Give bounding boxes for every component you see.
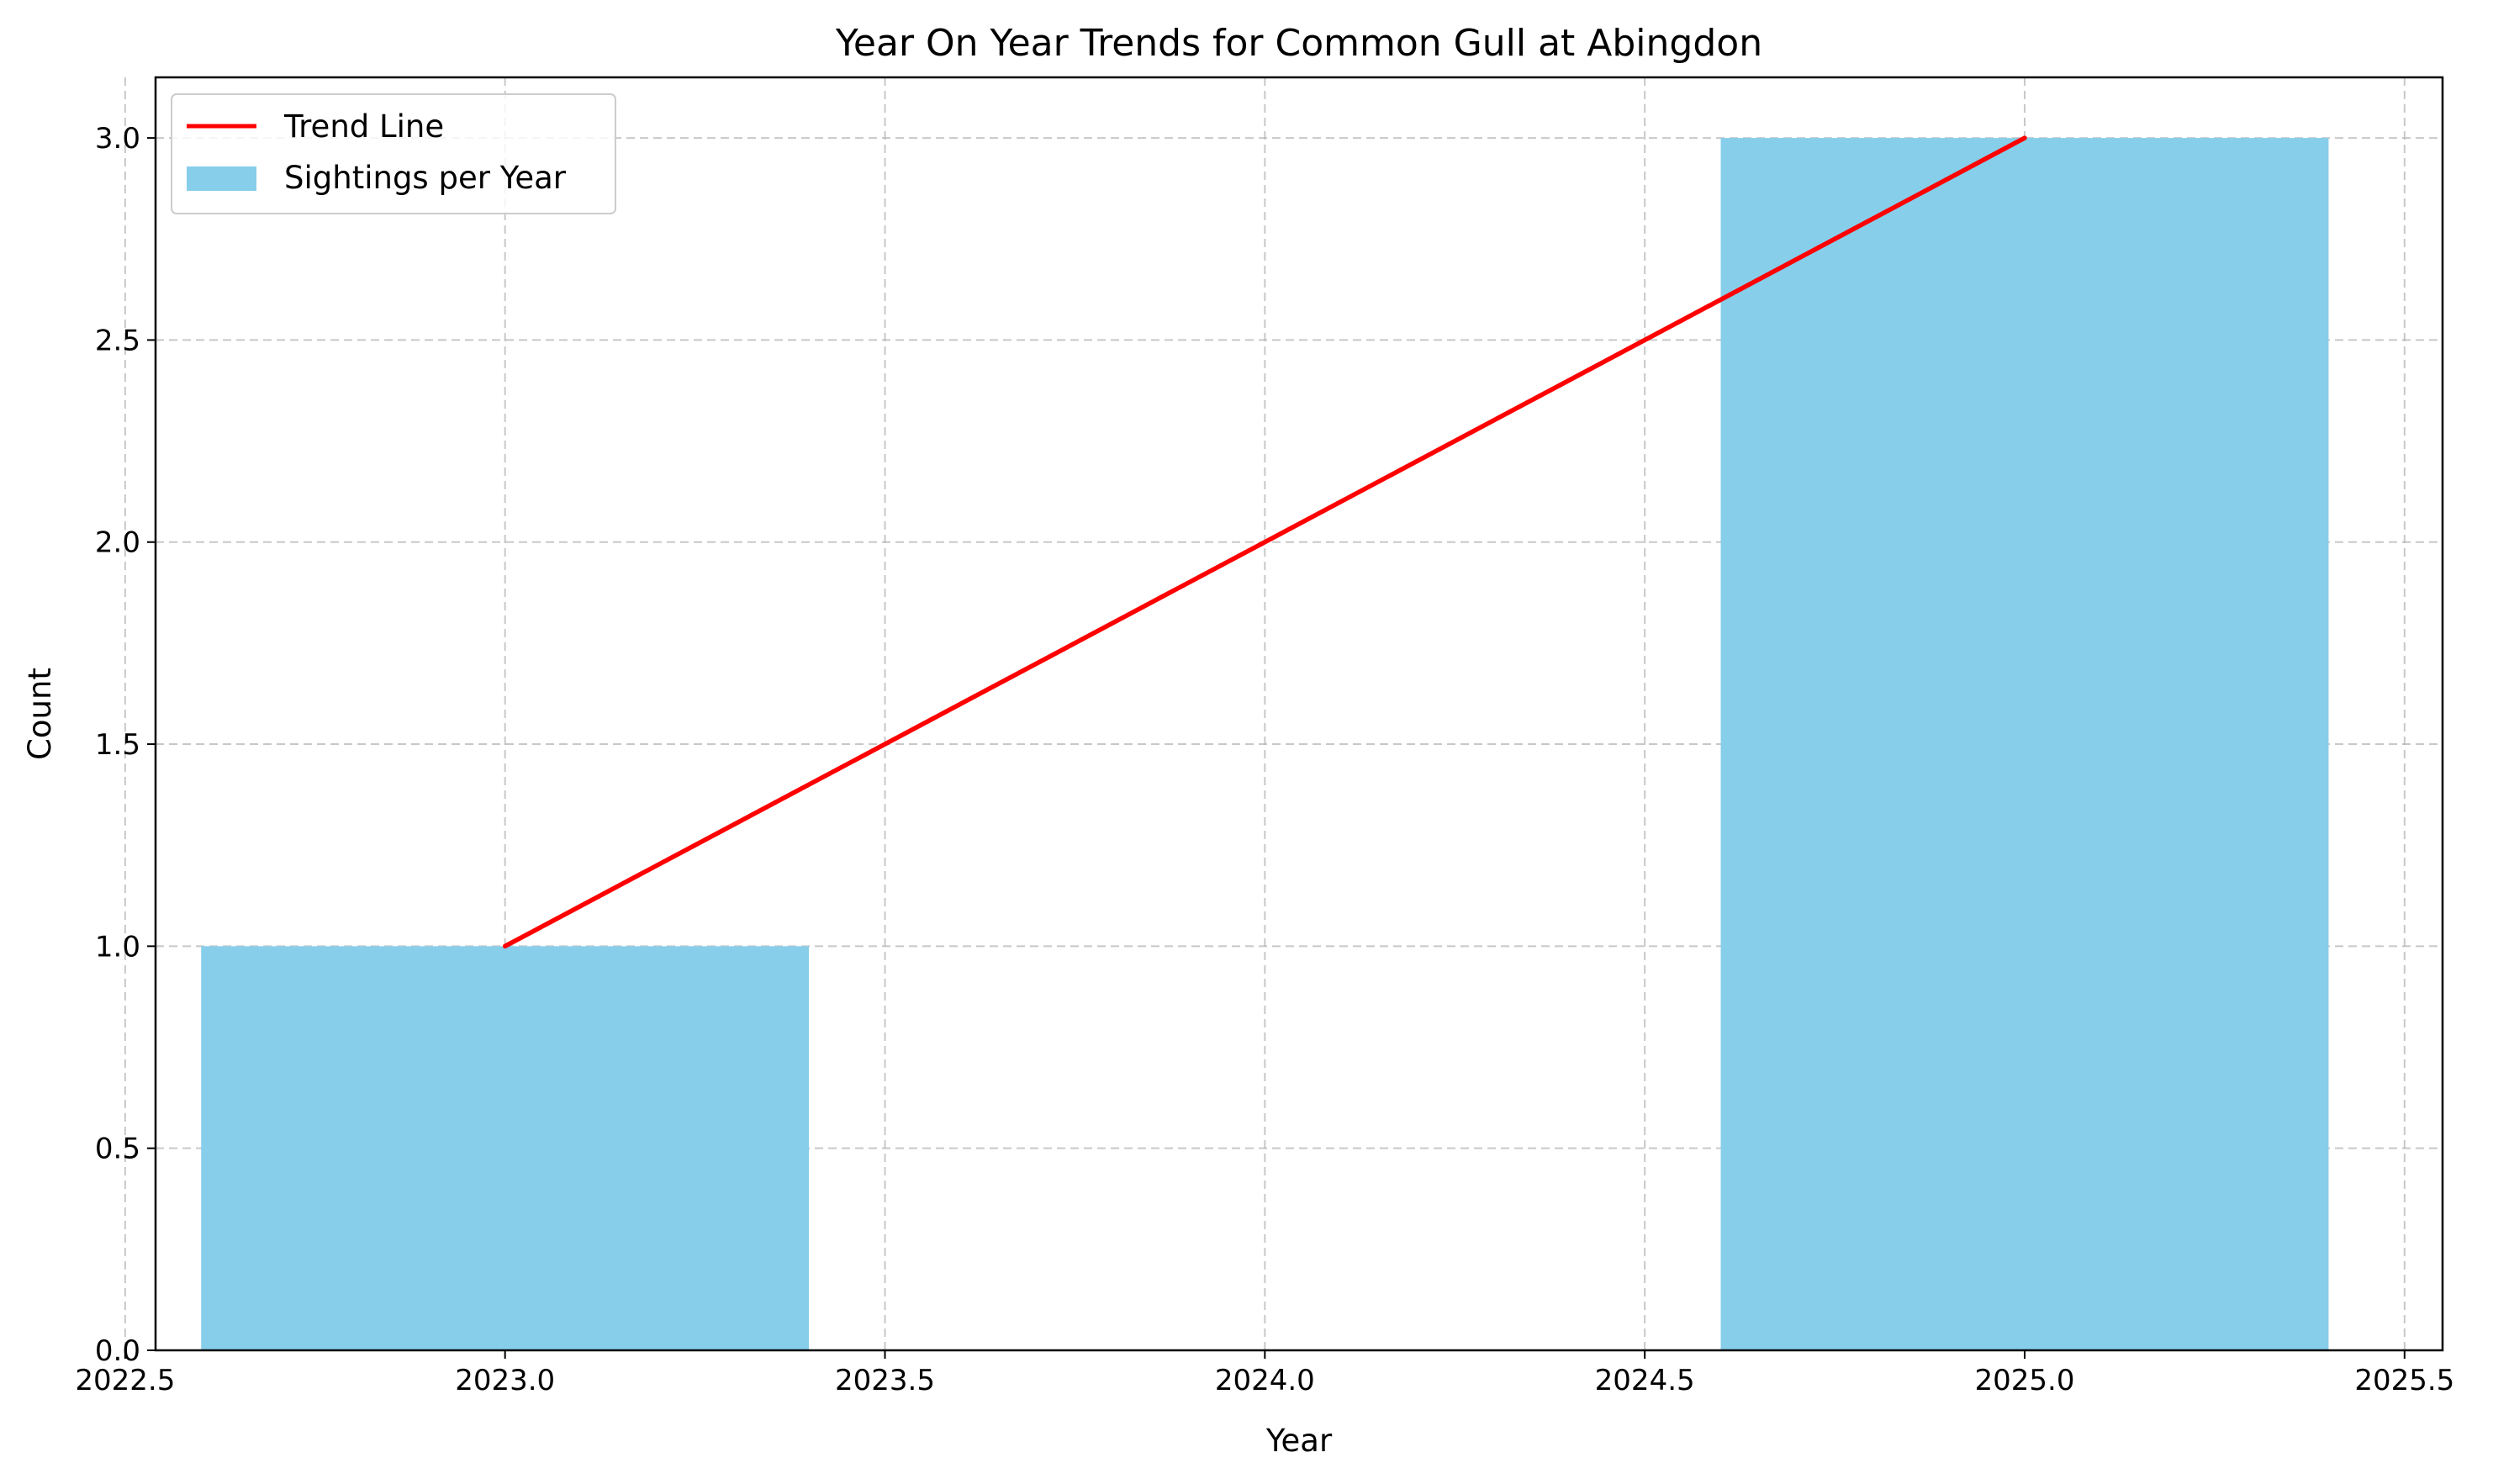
y-tick-label: 1.5 bbox=[95, 728, 140, 762]
legend-label-sightings: Sightings per Year bbox=[284, 160, 567, 196]
bar bbox=[201, 946, 810, 1350]
x-tick-label: 2025.5 bbox=[2354, 1364, 2454, 1397]
axis-ticks: 2022.5 2023.0 2023.5 2024.0 2024.5 2025.0 2025… bbox=[75, 122, 2454, 1397]
legend-box bbox=[171, 93, 616, 214]
bar-series bbox=[201, 138, 2329, 1351]
trend-line-series bbox=[502, 135, 2027, 949]
chart-title: Year On Year Trends for Common Gull at A… bbox=[835, 22, 1762, 65]
x-axis-label: Year bbox=[1265, 1423, 1333, 1459]
legend-swatch-sightings bbox=[187, 166, 256, 191]
axes-frame bbox=[154, 76, 2444, 1352]
x-tick-label: 2025.0 bbox=[1975, 1364, 2075, 1397]
x-tick-label: 2022.5 bbox=[75, 1364, 175, 1397]
y-tick-label: 0.5 bbox=[95, 1133, 140, 1166]
y-tick-label: 2.0 bbox=[95, 526, 140, 560]
y-axis-label: Count bbox=[22, 668, 58, 760]
legend-label-trend-line: Trend Line bbox=[283, 108, 444, 145]
x-tick-label: 2024.5 bbox=[1595, 1364, 1695, 1397]
legend: Trend Line Sightings per Year bbox=[171, 93, 616, 214]
y-tick-label: 1.0 bbox=[95, 930, 140, 964]
y-tick-label: 3.0 bbox=[95, 122, 140, 156]
x-tick-label: 2024.0 bbox=[1215, 1364, 1315, 1397]
y-tick-label: 2.5 bbox=[95, 324, 140, 357]
trend-line bbox=[502, 135, 2027, 949]
bar bbox=[1720, 138, 2329, 1351]
y-tick-label: 0.0 bbox=[95, 1334, 140, 1368]
x-tick-label: 2023.0 bbox=[455, 1364, 555, 1397]
x-tick-label: 2023.5 bbox=[835, 1364, 935, 1397]
